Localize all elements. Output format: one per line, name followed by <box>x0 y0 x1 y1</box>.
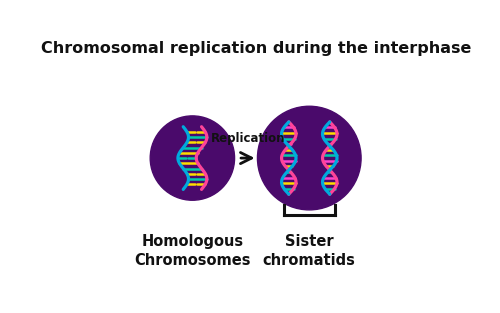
Text: Homologous
Chromosomes: Homologous Chromosomes <box>134 234 250 268</box>
Circle shape <box>258 106 361 210</box>
Text: Replication: Replication <box>210 132 285 145</box>
Text: Sister
chromatids: Sister chromatids <box>263 234 356 268</box>
Text: Chromosomal replication during the interphase: Chromosomal replication during the inter… <box>41 41 472 56</box>
Circle shape <box>150 116 234 200</box>
